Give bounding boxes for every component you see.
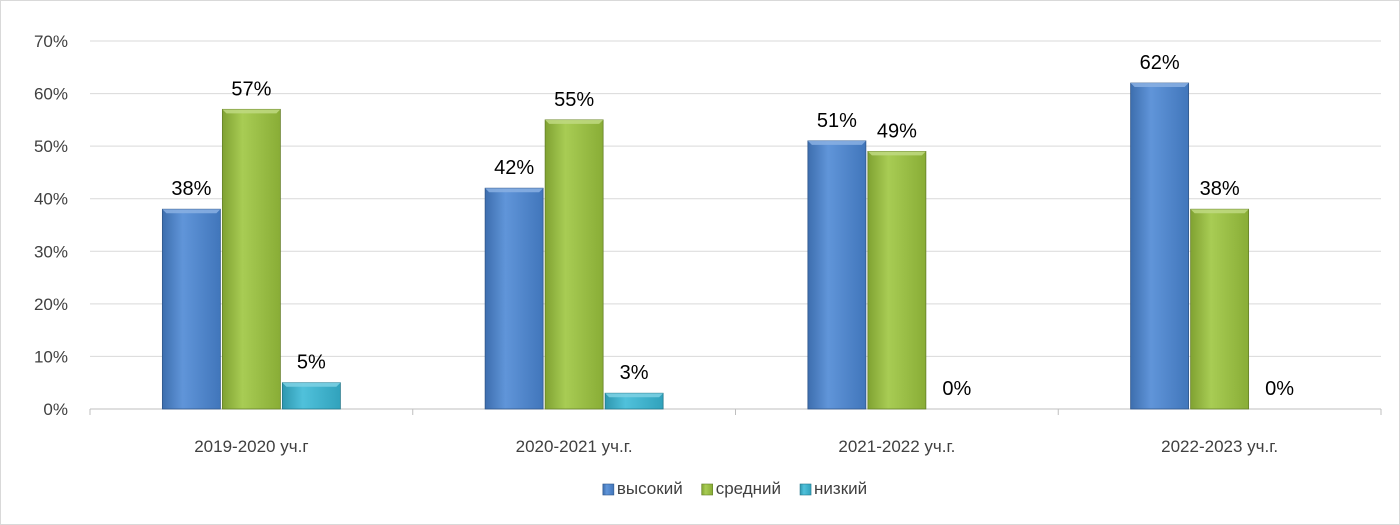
y-tick-label: 50% [34, 137, 68, 156]
bar-body [1130, 82, 1190, 410]
bar-bevel [282, 382, 341, 387]
y-tick-label: 30% [34, 242, 68, 261]
bar [1190, 208, 1250, 410]
bar-body [484, 187, 544, 410]
bar [161, 208, 221, 410]
legend-label: средний [716, 479, 781, 498]
data-label: 3% [620, 362, 649, 384]
y-tick-label: 60% [34, 85, 68, 104]
y-tick-label: 20% [34, 295, 68, 314]
legend-swatch [701, 483, 713, 496]
data-label: 5% [297, 352, 326, 374]
legend-item: низкий [799, 479, 867, 498]
bar [604, 392, 664, 410]
data-label: 38% [171, 178, 211, 200]
x-tick-label: 2019-2020 уч.г [194, 437, 308, 456]
x-tick-label: 2021-2022 уч.г. [838, 437, 955, 456]
bar [867, 150, 927, 410]
bar-bevel [605, 393, 664, 398]
bar-body [281, 382, 341, 410]
bar [807, 140, 867, 410]
bar-body [221, 108, 281, 410]
legend-item: средний [701, 479, 781, 498]
axes: 0% 10% 20% 30% 40% 50% 60% 70% 2019-2020 уч.г 202… [34, 32, 1382, 456]
bar [281, 382, 341, 410]
data-label: 62% [1140, 52, 1180, 74]
legend-swatch [602, 483, 615, 496]
bar-body [161, 208, 221, 410]
legend-swatch [799, 483, 812, 496]
bar-bevel [545, 119, 604, 124]
data-label: 49% [877, 120, 917, 142]
bar-bevel [1190, 209, 1249, 214]
data-label: 0% [942, 378, 971, 400]
data-label: 51% [817, 110, 857, 132]
legend-item: высокий [602, 479, 683, 498]
y-tick-label: 0% [43, 400, 68, 419]
data-labels: 38% 57% 5% 42% 55% 3% 51% 49% 0% 62% 38% 0% [171, 52, 1294, 400]
y-tick-label: 40% [34, 190, 68, 209]
data-label: 57% [231, 78, 271, 100]
legend-label: высокий [617, 479, 683, 498]
bar-body [1190, 208, 1250, 410]
y-tick-label: 70% [34, 32, 68, 51]
gridlines [90, 40, 1381, 357]
data-label: 42% [494, 157, 534, 179]
bar-bevel [867, 151, 926, 156]
legend-label: низкий [814, 479, 867, 498]
bar-bevel [162, 209, 221, 214]
bar-bevel [222, 109, 281, 114]
data-label: 55% [554, 89, 594, 111]
y-tick-label: 10% [34, 347, 68, 366]
bar [1130, 82, 1190, 410]
legend: высокий средний низкий [602, 479, 867, 498]
bar [221, 108, 281, 410]
bar [544, 119, 604, 410]
data-label: 0% [1265, 378, 1294, 400]
bars [161, 82, 1250, 410]
bar-body [807, 140, 867, 410]
bar [484, 187, 544, 410]
data-label: 38% [1200, 178, 1240, 200]
bar-bevel [807, 140, 866, 145]
bar-bevel [1130, 83, 1189, 88]
x-tick-label: 2022-2023 уч.г. [1161, 437, 1278, 456]
bar-body [544, 119, 604, 410]
bar-body [867, 150, 927, 410]
bar-bevel [485, 188, 544, 193]
x-tick-label: 2020-2021 уч.г. [516, 437, 633, 456]
